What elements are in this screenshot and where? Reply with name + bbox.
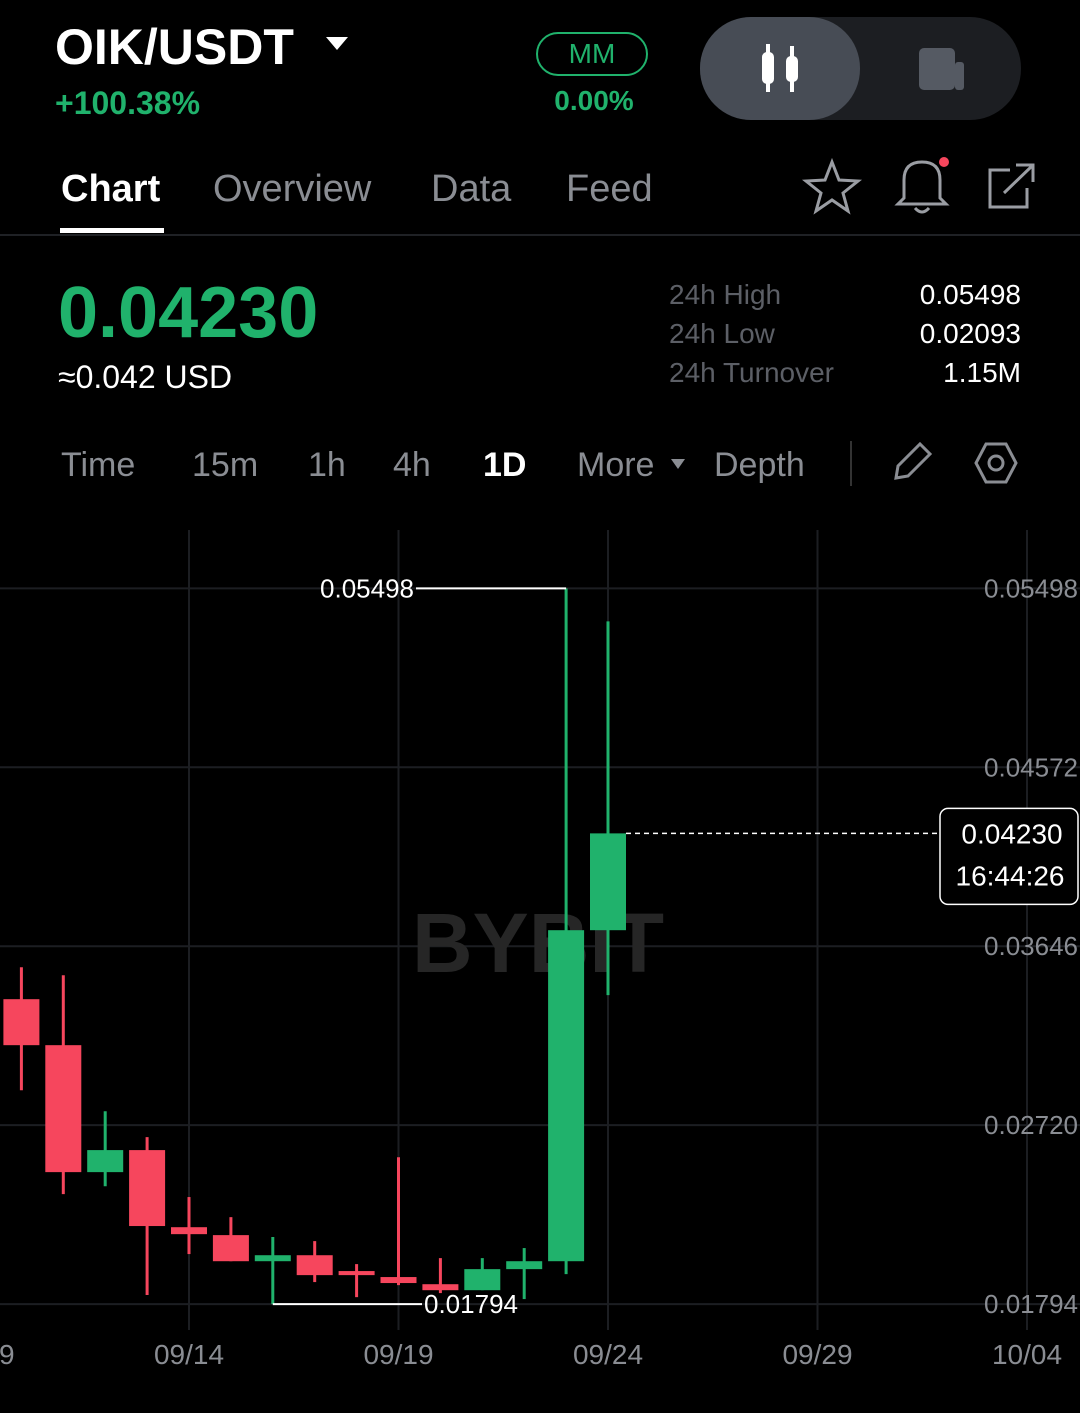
interval[interactable]: More [577,446,654,484]
countdown: 16:44:26 [956,860,1065,891]
x-tick-label: 09/19 [363,1339,433,1370]
change: +100.38% [55,85,200,121]
stat-value: 0.02093 [920,318,1021,349]
candle-body [338,1271,375,1276]
candle-body [380,1277,417,1284]
share-icon[interactable] [988,163,1035,209]
star-icon[interactable] [801,157,863,215]
badge[interactable] [536,32,648,76]
candle-body [464,1269,501,1291]
badge-label[interactable]: MM [569,38,616,69]
draw-icon[interactable] [894,441,933,480]
candle-body [129,1150,166,1227]
y-tick-label: 0.04572 [984,752,1078,782]
stat-value: 1.15M [943,357,1021,388]
watermark: BYBIT [412,896,664,990]
stats: 24h High 0.05498 24h Low 0.02093 24h Tur… [669,279,1021,388]
candle-body [254,1255,291,1262]
x-tick-label: 10/04 [992,1339,1062,1370]
interval[interactable]: Time [61,446,135,484]
candle-body [171,1227,207,1235]
y-tick-label: 0.05498 [984,573,1078,603]
interval[interactable]: Depth [714,446,805,484]
candle-body [212,1235,249,1262]
candle-body [548,930,585,1262]
interval[interactable]: 4h [393,446,431,484]
candle-icon[interactable] [762,44,798,92]
candle-body [3,999,40,1046]
interval[interactable]: 1h [308,446,346,484]
tabs: Chart Overview Data Feed [61,168,653,210]
x-tick-label: 09/24 [573,1339,643,1370]
dropdown-arrow[interactable] [326,37,348,50]
x-tick-label: 09/14 [154,1339,224,1370]
interval[interactable]: 1D [483,446,526,484]
high-label: 0.05498 [320,573,414,603]
candle-body [87,1150,124,1173]
last-price: 0.04230 [58,273,318,353]
more-arrow[interactable] [671,459,685,469]
tab[interactable]: Feed [566,168,653,210]
tab[interactable]: Data [431,168,512,210]
y-tick-label: 0.02720 [984,1110,1078,1140]
usd-price: ≈0.042 USD [58,359,232,395]
stat-value: 0.05498 [920,279,1021,310]
y-tick-label: 0.01794 [984,1289,1078,1319]
candle-body [506,1261,543,1270]
stat-label: 24h High [669,279,781,310]
candle-body [590,833,626,931]
candle-body [296,1255,333,1276]
last-price-label: 0.04230 [961,818,1062,849]
interval[interactable]: 15m [192,446,258,484]
bell-icon[interactable] [894,160,950,214]
settings-icon[interactable] [974,442,1018,484]
x-tick-label: 09/29 [782,1339,852,1370]
y-tick-label: 0.03646 [984,931,1078,961]
last-price-box [939,807,1079,906]
intervals: Time 15m 1h 4h 1D More Depth [61,446,805,484]
tab-underline [60,228,164,233]
badge-value: 0.00% [554,85,633,116]
news-icon[interactable] [919,48,964,90]
stat-label: 24h Turnover [669,357,834,388]
low-label: 0.01794 [424,1289,518,1319]
candle-body [45,1045,82,1173]
stat-label: 24h Low [669,318,776,349]
tab[interactable]: Overview [213,168,372,210]
view-toggle-selected[interactable] [700,17,860,120]
x-tick-label: 09/09 [0,1339,15,1370]
notification-dot [939,157,949,167]
tab[interactable]: Chart [61,168,161,210]
pair[interactable]: OIK/USDT [55,19,294,75]
settings-icon-dot[interactable] [987,454,1005,472]
candle-body [422,1284,459,1291]
